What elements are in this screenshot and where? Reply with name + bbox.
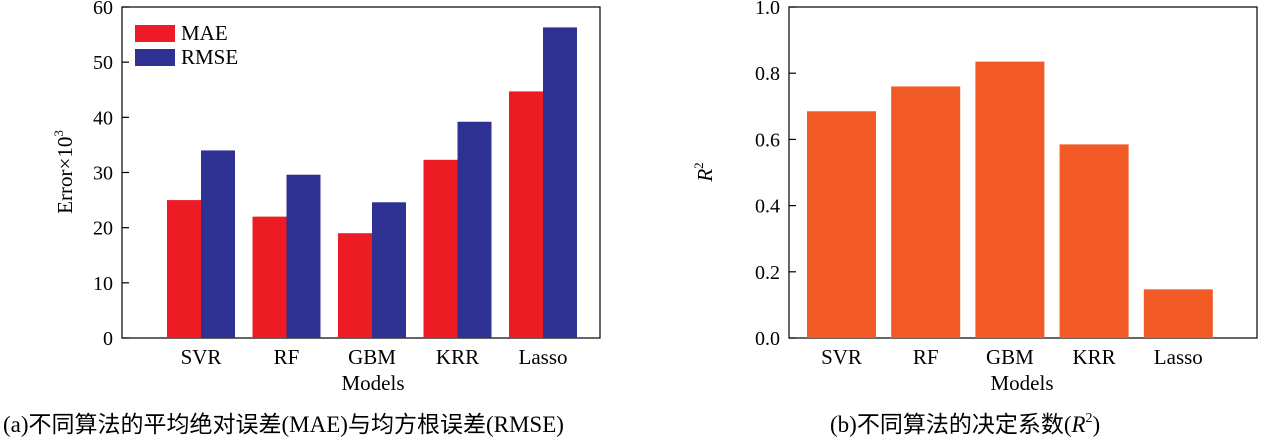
a-y-tick-label: 20 [93,218,113,240]
error-chart-y-axis-label: Error×103 [51,130,77,214]
a-category-label: Lasso [519,345,568,369]
caption-b-prefix: (b)不同算法的决定系数( [830,412,1071,437]
r2-chart-category-labels: SVR RF GBM KRR Lasso [821,345,1203,369]
a-bar-mae-krr [423,159,458,338]
b-bar-r2-lasso [1143,289,1213,338]
caption-b: (b)不同算法的决定系数(R2) [830,411,1100,437]
b-y-tick-label: 0.4 [755,196,780,218]
a-bar-rmse-rf [286,174,321,338]
b-bar-r2-krr [1059,144,1129,338]
a-y-tick-label: 30 [93,163,113,185]
error-chart-y-axis-label-base: Error×10 [53,137,77,214]
b-bar-r2-rf [891,86,961,338]
b-category-label: Lasso [1154,345,1203,369]
a-bar-mae-rf [252,216,287,338]
a-bar-mae-gbm [338,233,372,338]
error-chart-y-ticks: 0 10 20 30 40 50 60 [93,0,129,350]
error-chart-category-labels: SVR RF GBM KRR Lasso [181,345,568,369]
error-chart-bars [167,27,577,338]
r2-chart: 0.0 0.2 0.4 0.6 0.8 1.0 SVR RF GBM KRR Lasso Mode… [691,0,1258,395]
legend-label-rmse: RMSE [181,45,238,69]
a-category-label: RF [274,345,300,369]
b-bar-r2-svr [807,111,876,338]
b-y-tick-label: 1.0 [755,0,780,19]
a-category-label: GBM [348,345,396,369]
a-bar-rmse-svr [201,150,235,338]
a-bar-rmse-krr [457,121,492,338]
a-category-label: SVR [181,345,222,369]
caption-b-suffix: ) [1093,412,1101,437]
r2-chart-y-axis-label: R2 [691,162,717,182]
b-y-tick-label: 0.6 [755,129,780,151]
r2-chart-x-axis-label: Models [991,371,1054,395]
r2-chart-y-axis-label-var: R [693,169,717,183]
a-bar-rmse-lasso [543,27,577,338]
b-category-label: KRR [1073,345,1116,369]
a-y-tick-label: 40 [93,107,113,129]
a-bar-mae-svr [167,200,201,338]
b-category-label: SVR [821,345,862,369]
legend-swatch-mae [135,25,175,42]
a-bar-rmse-gbm [372,202,406,338]
b-category-label: RF [913,345,939,369]
b-y-tick-label: 0.2 [755,262,780,284]
b-category-label: GBM [986,345,1034,369]
a-category-label: KRR [436,345,479,369]
legend-swatch-rmse [135,49,175,66]
caption-a: (a)不同算法的平均绝对误差(MAE)与均方根误差(RMSE) [3,412,564,437]
r2-chart-y-axis-label-exponent: 2 [691,162,706,169]
legend-label-mae: MAE [181,21,228,45]
b-bar-r2-gbm [975,61,1045,339]
a-y-tick-label: 50 [93,52,113,74]
caption-b-sup: 2 [1086,411,1093,426]
a-y-tick-label: 10 [93,273,113,295]
a-y-tick-label: 0 [103,328,113,350]
a-bar-mae-lasso [509,91,543,338]
a-y-tick-label: 60 [93,0,113,19]
r2-chart-bars [807,61,1213,339]
b-y-tick-label: 0.0 [755,328,780,350]
b-y-tick-label: 0.8 [755,63,780,85]
r2-chart-y-ticks: 0.0 0.2 0.4 0.6 0.8 1.0 [755,0,796,350]
caption-b-var: R [1070,412,1085,437]
error-chart-x-axis-label: Models [342,371,405,395]
error-chart-y-axis-label-exponent: 3 [51,130,66,137]
